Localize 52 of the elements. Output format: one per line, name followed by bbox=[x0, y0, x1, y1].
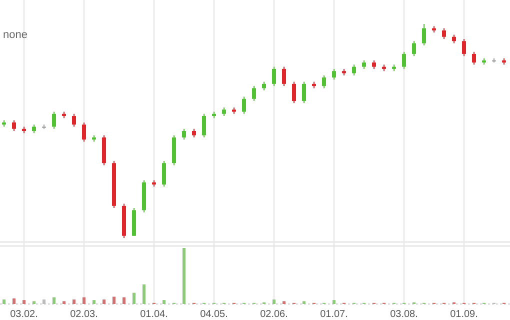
bar bbox=[62, 301, 66, 304]
bar bbox=[82, 297, 86, 304]
candlestick bbox=[162, 160, 166, 188]
candlestick bbox=[242, 96, 246, 114]
candlestick bbox=[272, 66, 276, 87]
candlestick bbox=[412, 40, 416, 57]
x-tick-label: 01.09. bbox=[450, 309, 478, 320]
x-tick-label: 03.08. bbox=[390, 309, 418, 320]
candlestick bbox=[302, 81, 306, 104]
bar bbox=[112, 296, 116, 304]
candlestick bbox=[252, 86, 256, 102]
candlestick bbox=[442, 28, 446, 40]
bar bbox=[122, 297, 126, 304]
x-tick-label: 04.05. bbox=[200, 309, 228, 320]
candlestick bbox=[462, 38, 466, 57]
bar bbox=[272, 300, 276, 304]
candlestick bbox=[72, 113, 76, 128]
annotation: none bbox=[3, 29, 28, 41]
candlestick bbox=[332, 68, 336, 80]
bar bbox=[162, 300, 166, 304]
bar bbox=[42, 300, 46, 304]
bar bbox=[22, 300, 26, 304]
x-tick-label: 02.03. bbox=[70, 309, 98, 320]
x-tick-label: 01.07. bbox=[320, 309, 348, 320]
candlestick bbox=[282, 66, 286, 87]
candlestick bbox=[292, 81, 296, 104]
candlestick bbox=[322, 74, 326, 89]
candlestick bbox=[352, 64, 356, 76]
candlestick bbox=[202, 113, 206, 138]
candlestick bbox=[182, 128, 186, 140]
bar bbox=[12, 298, 16, 304]
candlestick bbox=[12, 120, 16, 132]
bar bbox=[52, 297, 56, 304]
bar bbox=[302, 301, 306, 304]
candlestick bbox=[82, 122, 86, 142]
candlestick bbox=[52, 111, 56, 130]
bar bbox=[142, 284, 146, 304]
bar bbox=[282, 301, 286, 304]
bar bbox=[72, 300, 76, 304]
x-tick-label: 03.02. bbox=[10, 309, 38, 320]
bar bbox=[332, 300, 336, 304]
candlestick bbox=[402, 51, 406, 70]
bar bbox=[32, 301, 36, 304]
candlestick bbox=[422, 24, 426, 46]
x-tick-label: 02.06. bbox=[260, 309, 288, 320]
bar bbox=[182, 248, 186, 304]
bar bbox=[2, 300, 6, 304]
bar bbox=[102, 300, 106, 304]
candlestick bbox=[472, 51, 476, 66]
x-tick-label: 01.04. bbox=[140, 309, 168, 320]
bar bbox=[132, 292, 136, 304]
bar bbox=[92, 300, 96, 304]
